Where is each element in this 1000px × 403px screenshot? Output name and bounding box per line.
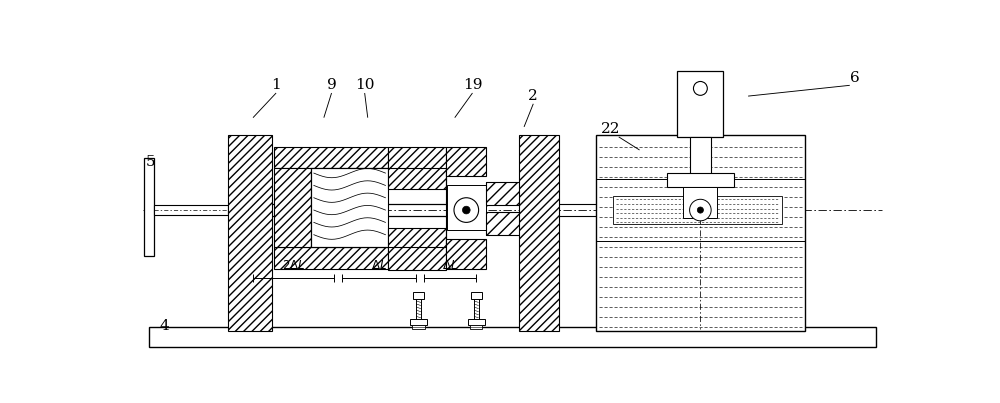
Bar bbox=[486, 182, 520, 235]
Circle shape bbox=[697, 207, 703, 213]
Circle shape bbox=[462, 206, 470, 214]
Bar bbox=[596, 135, 805, 331]
Bar bbox=[468, 319, 485, 325]
Bar bbox=[703, 325, 716, 329]
Bar bbox=[144, 158, 154, 256]
Bar bbox=[646, 292, 656, 299]
Bar bbox=[241, 292, 252, 299]
Bar bbox=[758, 319, 775, 325]
Bar bbox=[446, 147, 486, 176]
Bar bbox=[486, 182, 520, 205]
Bar bbox=[241, 325, 253, 329]
Bar bbox=[274, 147, 388, 168]
Bar bbox=[274, 247, 388, 268]
Bar bbox=[446, 239, 486, 268]
Bar bbox=[690, 137, 711, 183]
Bar bbox=[471, 292, 482, 299]
Bar bbox=[760, 325, 773, 329]
Text: 5: 5 bbox=[146, 155, 155, 169]
Bar bbox=[154, 205, 228, 216]
Bar bbox=[410, 319, 427, 325]
Text: $2\Delta L$: $2\Delta L$ bbox=[282, 259, 305, 272]
Bar bbox=[643, 319, 660, 325]
Text: $\Delta L$: $\Delta L$ bbox=[442, 259, 458, 272]
Bar bbox=[228, 135, 272, 331]
Text: 10: 10 bbox=[355, 78, 374, 92]
Bar bbox=[761, 292, 772, 299]
Bar bbox=[470, 325, 482, 329]
Bar bbox=[704, 292, 715, 299]
Text: 22: 22 bbox=[601, 122, 621, 136]
Bar bbox=[311, 168, 388, 247]
Text: 2: 2 bbox=[528, 89, 538, 103]
Bar bbox=[701, 319, 718, 325]
Bar bbox=[274, 168, 311, 247]
Bar bbox=[447, 185, 486, 230]
Bar bbox=[149, 327, 876, 347]
Bar bbox=[412, 325, 425, 329]
Text: 4: 4 bbox=[160, 318, 169, 332]
Text: 9: 9 bbox=[327, 78, 336, 92]
Circle shape bbox=[690, 199, 711, 221]
Bar bbox=[413, 292, 424, 299]
Circle shape bbox=[454, 198, 479, 222]
Bar bbox=[519, 135, 559, 331]
Text: $\Delta L$: $\Delta L$ bbox=[371, 259, 387, 272]
Bar bbox=[388, 147, 446, 189]
Bar bbox=[645, 325, 657, 329]
Bar bbox=[613, 196, 782, 224]
Circle shape bbox=[693, 81, 707, 96]
Bar bbox=[238, 319, 255, 325]
Bar bbox=[666, 173, 734, 187]
Text: 1: 1 bbox=[271, 78, 281, 92]
Bar bbox=[311, 168, 446, 247]
Bar bbox=[677, 71, 723, 137]
Text: 6: 6 bbox=[850, 71, 860, 85]
Bar bbox=[486, 212, 520, 235]
Bar bbox=[388, 228, 446, 270]
Text: 19: 19 bbox=[463, 78, 482, 92]
Bar bbox=[683, 187, 717, 218]
